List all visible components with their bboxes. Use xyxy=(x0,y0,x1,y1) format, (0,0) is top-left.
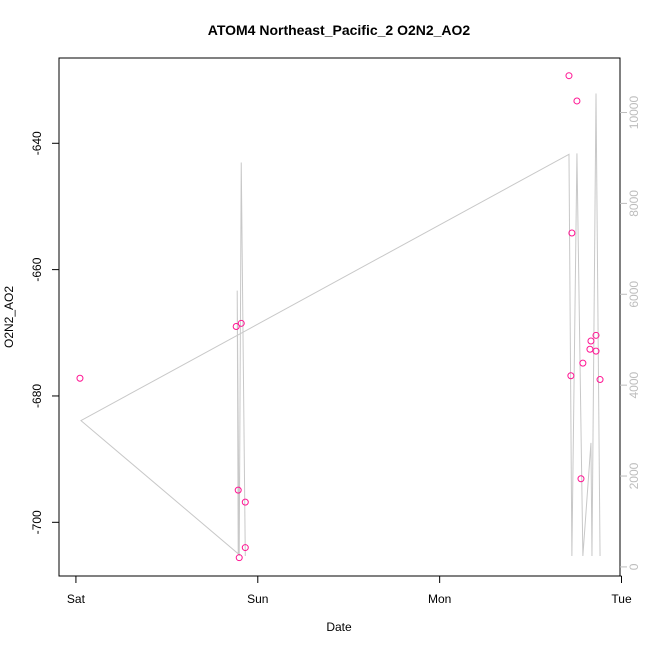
data-point xyxy=(577,475,585,483)
y2-tick-label: 10000 xyxy=(627,96,641,130)
y2-tick-label: 4000 xyxy=(627,371,641,398)
y-axis-label: O2N2_AO2 xyxy=(2,286,16,348)
y2-tick-label: 0 xyxy=(627,563,641,570)
data-point xyxy=(592,347,600,355)
data-point xyxy=(592,331,600,339)
chart-title: ATOM4 Northeast_Pacific_2 O2N2_AO2 xyxy=(208,22,471,38)
y2-tick-label: 6000 xyxy=(627,281,641,308)
x-tick-label: Sat xyxy=(67,592,86,606)
data-point xyxy=(232,322,240,330)
y-tick-label: -700 xyxy=(30,510,44,534)
data-point xyxy=(587,337,595,345)
y2-tick-label: 8000 xyxy=(627,190,641,217)
x-tick-label: Mon xyxy=(428,592,451,606)
y-tick-label: -680 xyxy=(30,384,44,408)
x-axis-label: Date xyxy=(326,620,352,634)
y-tick-label: -660 xyxy=(30,257,44,281)
line-series xyxy=(80,93,601,557)
data-point xyxy=(565,72,573,80)
data-point xyxy=(567,372,575,380)
plot-frame xyxy=(58,57,621,577)
y-tick-label: -640 xyxy=(30,131,44,155)
data-point xyxy=(235,554,243,562)
y2-tick-label: 2000 xyxy=(627,462,641,489)
data-point xyxy=(76,374,84,382)
data-point xyxy=(586,345,594,353)
data-point xyxy=(237,319,245,327)
data-point xyxy=(579,359,587,367)
data-point xyxy=(596,376,604,384)
x-tick-label: Sun xyxy=(247,592,268,606)
data-point xyxy=(241,498,249,506)
data-point xyxy=(241,544,249,552)
data-point xyxy=(234,486,242,494)
data-point xyxy=(568,229,576,237)
x-tick-label: Tue xyxy=(611,592,632,606)
data-point xyxy=(573,97,581,105)
